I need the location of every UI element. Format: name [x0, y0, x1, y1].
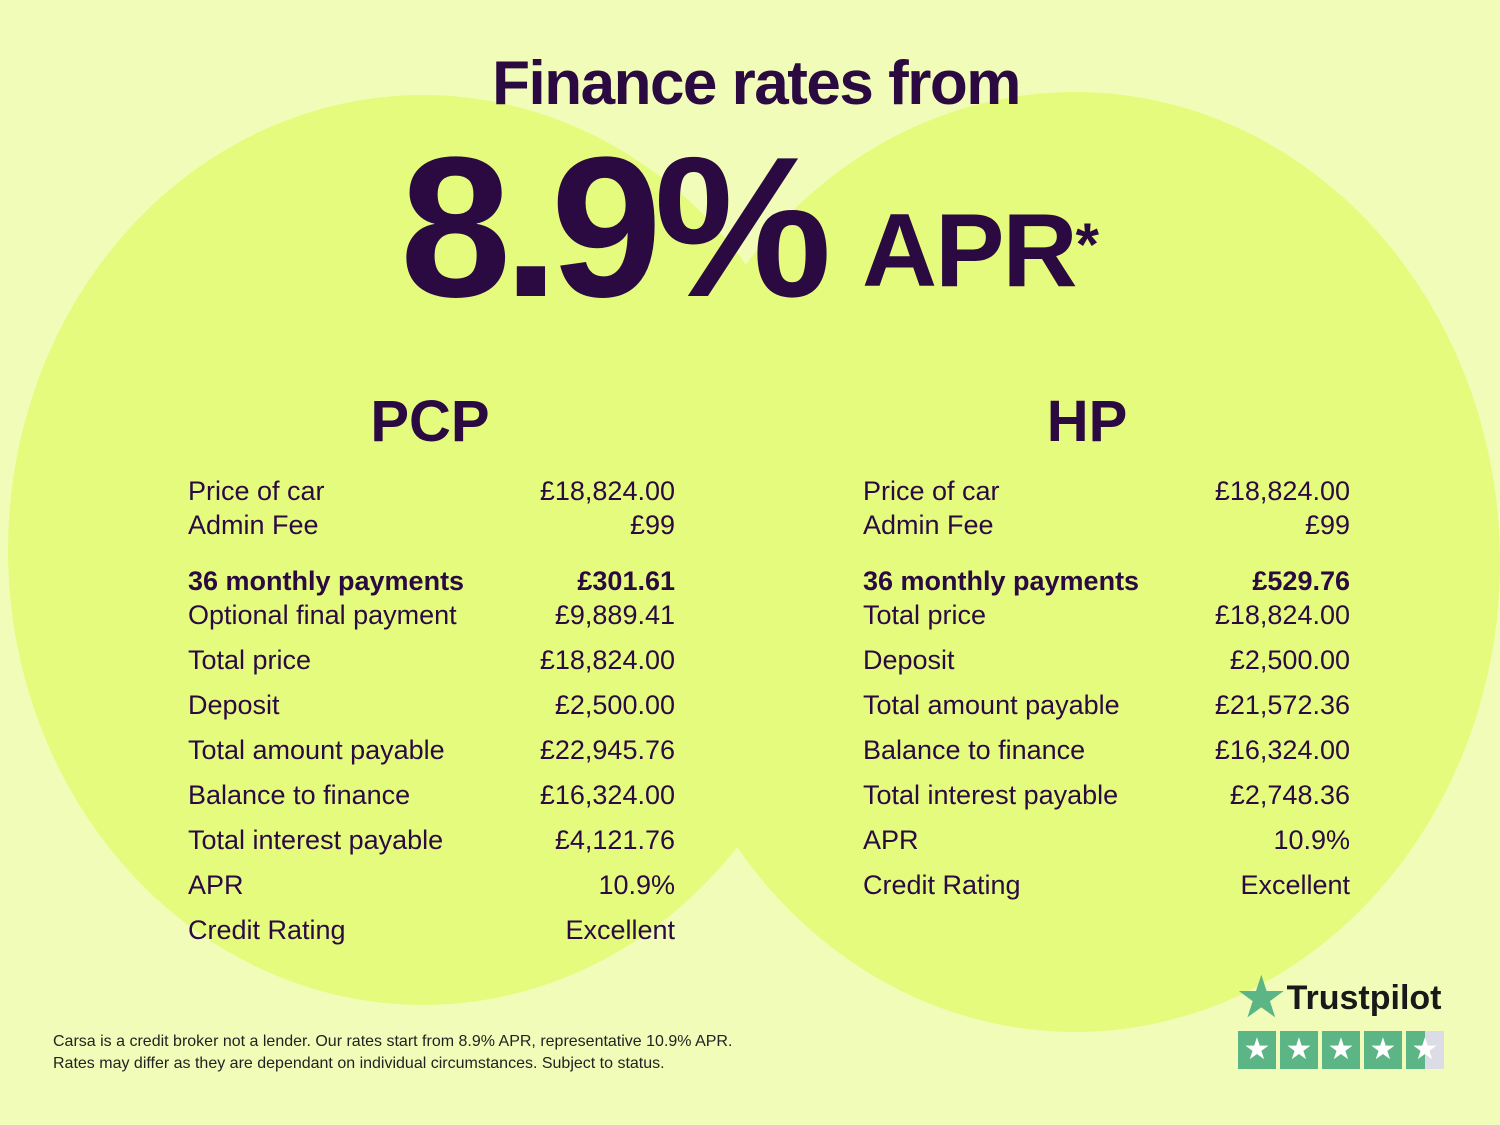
row-label: Price of car — [188, 476, 325, 506]
table-row: Balance to finance £16,324.00 — [188, 778, 675, 823]
row-label: Admin Fee — [188, 510, 319, 540]
asterisk: * — [1075, 211, 1099, 278]
headline-rate: 8.9% — [400, 116, 832, 339]
row-value: £18,824.00 — [1214, 476, 1350, 506]
apr-label: APR — [862, 193, 1078, 309]
row-label: APR — [188, 870, 244, 900]
table-row: Balance to finance £16,324.00 — [863, 733, 1350, 778]
row-value: £18,824.00 — [1214, 600, 1350, 630]
row-value: £529.76 — [1252, 566, 1350, 596]
table-row: 36 monthly payments £529.76 — [863, 553, 1350, 598]
table-row: APR 10.9% — [863, 823, 1350, 868]
row-value: £21,572.36 — [1214, 690, 1350, 720]
row-label: Balance to finance — [188, 780, 411, 810]
rating-star-icon: ★ — [1238, 1031, 1276, 1069]
row-label: Total price — [188, 645, 312, 675]
table-row: APR 10.9% — [188, 868, 675, 913]
row-value: £16,324.00 — [539, 780, 675, 810]
row-value: 10.9% — [1273, 825, 1350, 855]
table-row: Admin Fee £99 — [863, 508, 1350, 553]
row-value: £22,945.76 — [539, 735, 675, 765]
trustpilot-star-icon: ★ — [1238, 969, 1285, 1027]
row-value: Excellent — [565, 915, 675, 945]
pcp-title: PCP — [370, 389, 490, 454]
row-label: 36 monthly payments — [863, 566, 1140, 596]
row-value: £16,324.00 — [1214, 735, 1350, 765]
table-row: Total price £18,824.00 — [188, 643, 675, 688]
row-value: £2,748.36 — [1229, 780, 1350, 810]
row-value: £99 — [629, 510, 675, 540]
headline-apr: APR* — [862, 193, 1099, 309]
row-label: Total amount payable — [188, 735, 445, 765]
row-label: Admin Fee — [863, 510, 994, 540]
table-row: Credit Rating Excellent — [863, 868, 1350, 913]
table-row: Total price £18,824.00 — [863, 598, 1350, 643]
trustpilot-logo: ★ Trustpilot — [1238, 969, 1444, 1027]
rating-star-icon: ★ — [1364, 1031, 1402, 1069]
table-row: Optional final payment £9,889.41 — [188, 598, 675, 643]
row-value: 10.9% — [598, 870, 675, 900]
headline-title: Finance rates from — [492, 49, 1021, 118]
background-circle-right — [650, 92, 1500, 1032]
row-label: APR — [863, 825, 919, 855]
row-value: £18,824.00 — [539, 645, 675, 675]
table-row: Price of car £18,824.00 — [863, 474, 1350, 508]
row-value: £301.61 — [577, 566, 675, 596]
table-row: Total interest payable £2,748.36 — [863, 778, 1350, 823]
row-value: £2,500.00 — [554, 690, 675, 720]
rating-star-icon: ★ — [1406, 1031, 1444, 1069]
row-value: £9,889.41 — [554, 600, 675, 630]
hp-table: Price of car £18,824.00 Admin Fee £99 36 mon… — [863, 474, 1350, 913]
table-row: Total interest payable £4,121.76 — [188, 823, 675, 868]
table-row: Price of car £18,824.00 — [188, 474, 675, 508]
row-value: Excellent — [1240, 870, 1350, 900]
pcp-table: Price of car £18,824.00 Admin Fee £99 36 mon… — [188, 474, 675, 958]
row-label: Total interest payable — [863, 780, 1119, 810]
rating-star-icon: ★ — [1322, 1031, 1360, 1069]
hp-title: HP — [1046, 389, 1128, 454]
table-row: Credit Rating Excellent — [188, 913, 675, 958]
table-row: Admin Fee £99 — [188, 508, 675, 553]
trustpilot-name: Trustpilot — [1286, 978, 1442, 1017]
row-label: Deposit — [188, 690, 280, 720]
trustpilot-rating: ★ ★ ★ ★ ★ — [1238, 1031, 1444, 1069]
table-row: Deposit £2,500.00 — [188, 688, 675, 733]
table-row: Total amount payable £22,945.76 — [188, 733, 675, 778]
disclaimer-line-1: Carsa is a credit broker not a lender. O… — [53, 1033, 733, 1050]
row-label: Credit Rating — [863, 870, 1021, 900]
row-label: Price of car — [863, 476, 1000, 506]
trustpilot-badge: ★ Trustpilot ★ ★ ★ ★ ★ — [1238, 969, 1444, 1069]
row-label: Credit Rating — [188, 915, 346, 945]
disclaimer: Carsa is a credit broker not a lender. O… — [53, 1031, 732, 1075]
row-label: Deposit — [863, 645, 955, 675]
row-value: £18,824.00 — [539, 476, 675, 506]
row-label: Total amount payable — [863, 690, 1120, 720]
row-value: £99 — [1304, 510, 1350, 540]
row-label: Balance to finance — [863, 735, 1086, 765]
row-label: 36 monthly payments — [188, 566, 465, 596]
table-row: 36 monthly payments £301.61 — [188, 553, 675, 598]
table-row: Total amount payable £21,572.36 — [863, 688, 1350, 733]
row-label: Total price — [863, 600, 987, 630]
row-label: Total interest payable — [188, 825, 444, 855]
row-value: £2,500.00 — [1229, 645, 1350, 675]
table-row: Deposit £2,500.00 — [863, 643, 1350, 688]
row-label: Optional final payment — [188, 600, 457, 630]
row-value: £4,121.76 — [554, 825, 675, 855]
rating-star-icon: ★ — [1280, 1031, 1318, 1069]
disclaimer-line-2: Rates may differ as they are dependant o… — [53, 1055, 665, 1072]
